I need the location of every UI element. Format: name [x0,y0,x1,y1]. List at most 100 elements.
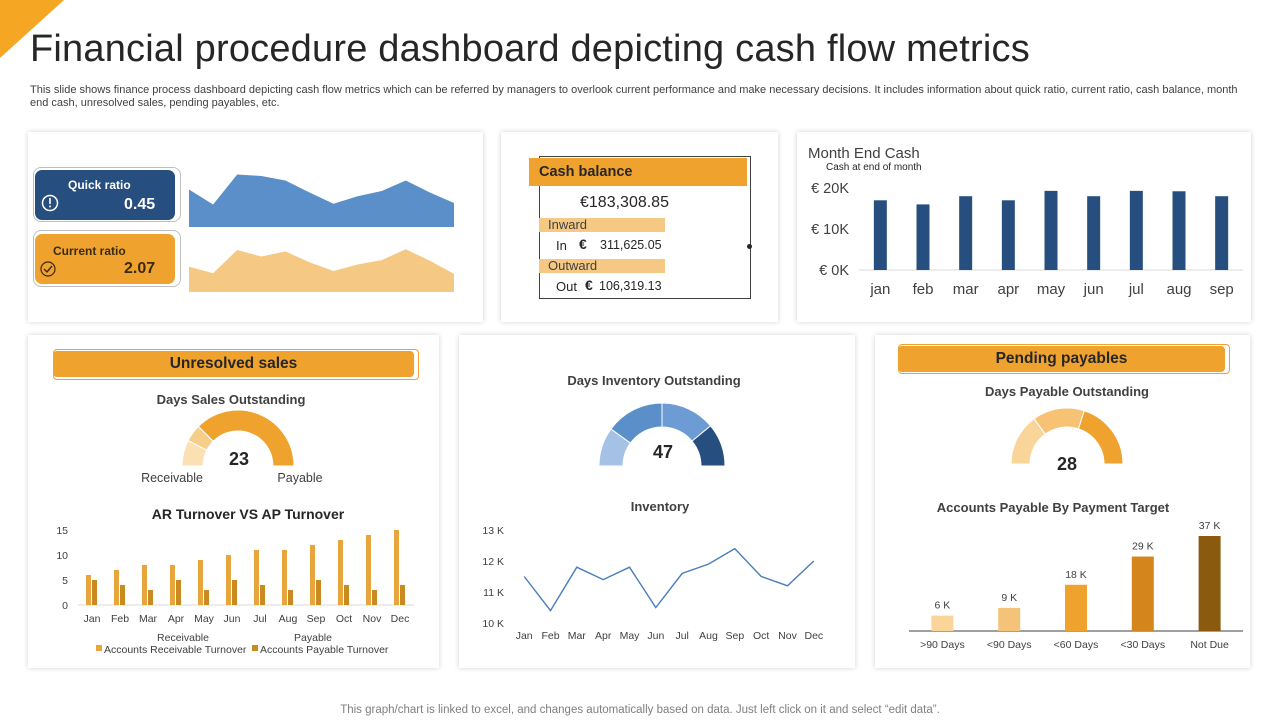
turnover-bar [226,555,231,605]
turnover-bar [344,585,349,605]
out-value: 106,319.13 [599,279,662,293]
apt-title: Accounts Payable By Payment Target [937,500,1170,515]
y-tick-label: € 10K [811,222,849,238]
x-tick-label: May [194,613,215,625]
in-label: In [556,238,567,253]
y-tick-label: 11 K [483,587,504,599]
quick-ratio-frame [33,167,181,222]
inventory-charts: Days Inventory Outstanding 47 Inventory 13 … [482,373,823,642]
y-tick-label: 10 [56,550,68,562]
y-tick-label: € 20K [811,181,849,197]
info-icon [41,194,59,212]
legend-payable-heading: Payable [294,632,332,644]
unresolved-charts: Days Sales Outstanding 23 Receivable Payabl… [56,392,414,656]
x-tick-label: >90 Days [920,639,965,651]
in-euro-symbol: € [579,236,587,252]
turnover-bar [120,585,125,605]
turnover-bar [204,590,209,605]
outward-label: Outward [548,258,598,273]
turnover-bar [260,585,265,605]
x-tick-label: mar [953,281,979,298]
check-circle-icon [40,261,56,277]
corner-accent [0,0,64,58]
unresolved-header: Unresolved sales [53,351,414,377]
ar-ap-title: AR Turnover VS AP Turnover [152,506,345,522]
x-tick-label: sep [1210,281,1234,298]
x-tick-label: <60 Days [1054,639,1099,651]
page-footer: This graph/chart is linked to excel, and… [340,704,940,716]
dso-value: 23 [229,449,249,469]
x-tick-label: Mar [568,630,587,642]
turnover-bar [232,580,237,605]
x-tick-label: aug [1166,281,1191,298]
quick-ratio-label: Quick ratio [68,178,131,192]
turnover-bar [86,575,91,605]
x-tick-label: Apr [168,613,185,625]
month-end-cash-bar [1001,200,1015,270]
y-tick-label: 13 K [482,525,504,537]
month-end-cash-bar [959,196,973,270]
month-end-cash-title: Month End Cash [808,145,920,162]
x-tick-label: Oct [753,630,769,642]
x-tick-label: may [1037,281,1066,298]
cash-balance-card: Cash balance €183,308.85 Inward In € 311… [501,132,778,322]
quick-ratio-tile[interactable]: Quick ratio 0.45 [35,170,175,220]
dpo-value: 28 [1057,454,1077,474]
out-euro-symbol: € [585,277,593,293]
x-tick-label: Jun [647,630,664,642]
unresolved-sales-card: Unresolved sales Days Sales Outstanding 2… [28,335,439,668]
x-tick-label: Nov [778,630,797,642]
pending-payables-card: Pending payables Days Payable Outstandin… [875,335,1250,668]
x-tick-label: jul [1128,281,1144,298]
dpo-gauge-segment [1077,410,1124,465]
inventory-line [523,547,815,612]
legend-swatch [96,645,102,651]
x-tick-label: Apr [595,630,612,642]
payable-bar [1065,584,1087,631]
turnover-bar [254,550,259,605]
payables-header: Pending payables [898,346,1225,372]
payables-charts: Days Payable Outstanding 28 Accounts Payab… [909,384,1243,651]
turnover-bar [288,590,293,605]
turnover-bar [310,545,315,605]
current-ratio-tile[interactable]: Current ratio 2.07 [35,234,175,284]
y-tick-label: 10 K [482,618,504,630]
inward-bar [539,218,665,232]
payable-bar [998,607,1021,631]
turnover-bar [114,570,119,605]
x-tick-label: Sep [307,613,326,625]
data-label: 9 K [1001,592,1017,604]
x-tick-label: Feb [541,630,559,642]
cash-balance-title: Cash balance [539,164,633,180]
dio-value: 47 [653,442,673,462]
x-tick-label: Sep [725,630,744,642]
month-end-cash-card: Month End Cash Cash at end of month € 20K €… [797,132,1251,322]
month-end-cash-bar [1087,196,1101,270]
inward-label: Inward [548,217,588,232]
unresolved-header-label: Unresolved sales [169,355,298,372]
quick-ratio-value: 0.45 [124,196,156,213]
x-tick-label: May [620,630,641,642]
current-ratio-label: Current ratio [53,244,126,258]
x-tick-label: Jul [253,613,266,625]
legend-swatch [252,645,258,651]
ratios-card: Quick ratio 0.45 Current ratio 2.07 [28,132,483,322]
turnover-bar [316,580,321,605]
x-tick-label: <90 Days [987,639,1032,651]
x-tick-label: Oct [336,613,352,625]
turnover-bar [366,535,371,605]
inventory-title: Inventory [631,499,690,514]
x-tick-label: Mar [139,613,158,625]
dso-right-label: Payable [277,471,322,485]
payable-bar [1198,536,1221,631]
x-tick-label: Nov [363,613,382,625]
month-end-cash-bar [1044,190,1058,270]
x-tick-label: Aug [699,630,718,642]
dio-gauge-segment [691,425,726,467]
turnover-bar [198,560,203,605]
y-tick-label: 0 [62,600,68,612]
payable-bar [931,615,954,631]
month-end-cash-bar [916,204,930,270]
turnover-bar [148,590,153,605]
outward-bar [539,259,665,273]
